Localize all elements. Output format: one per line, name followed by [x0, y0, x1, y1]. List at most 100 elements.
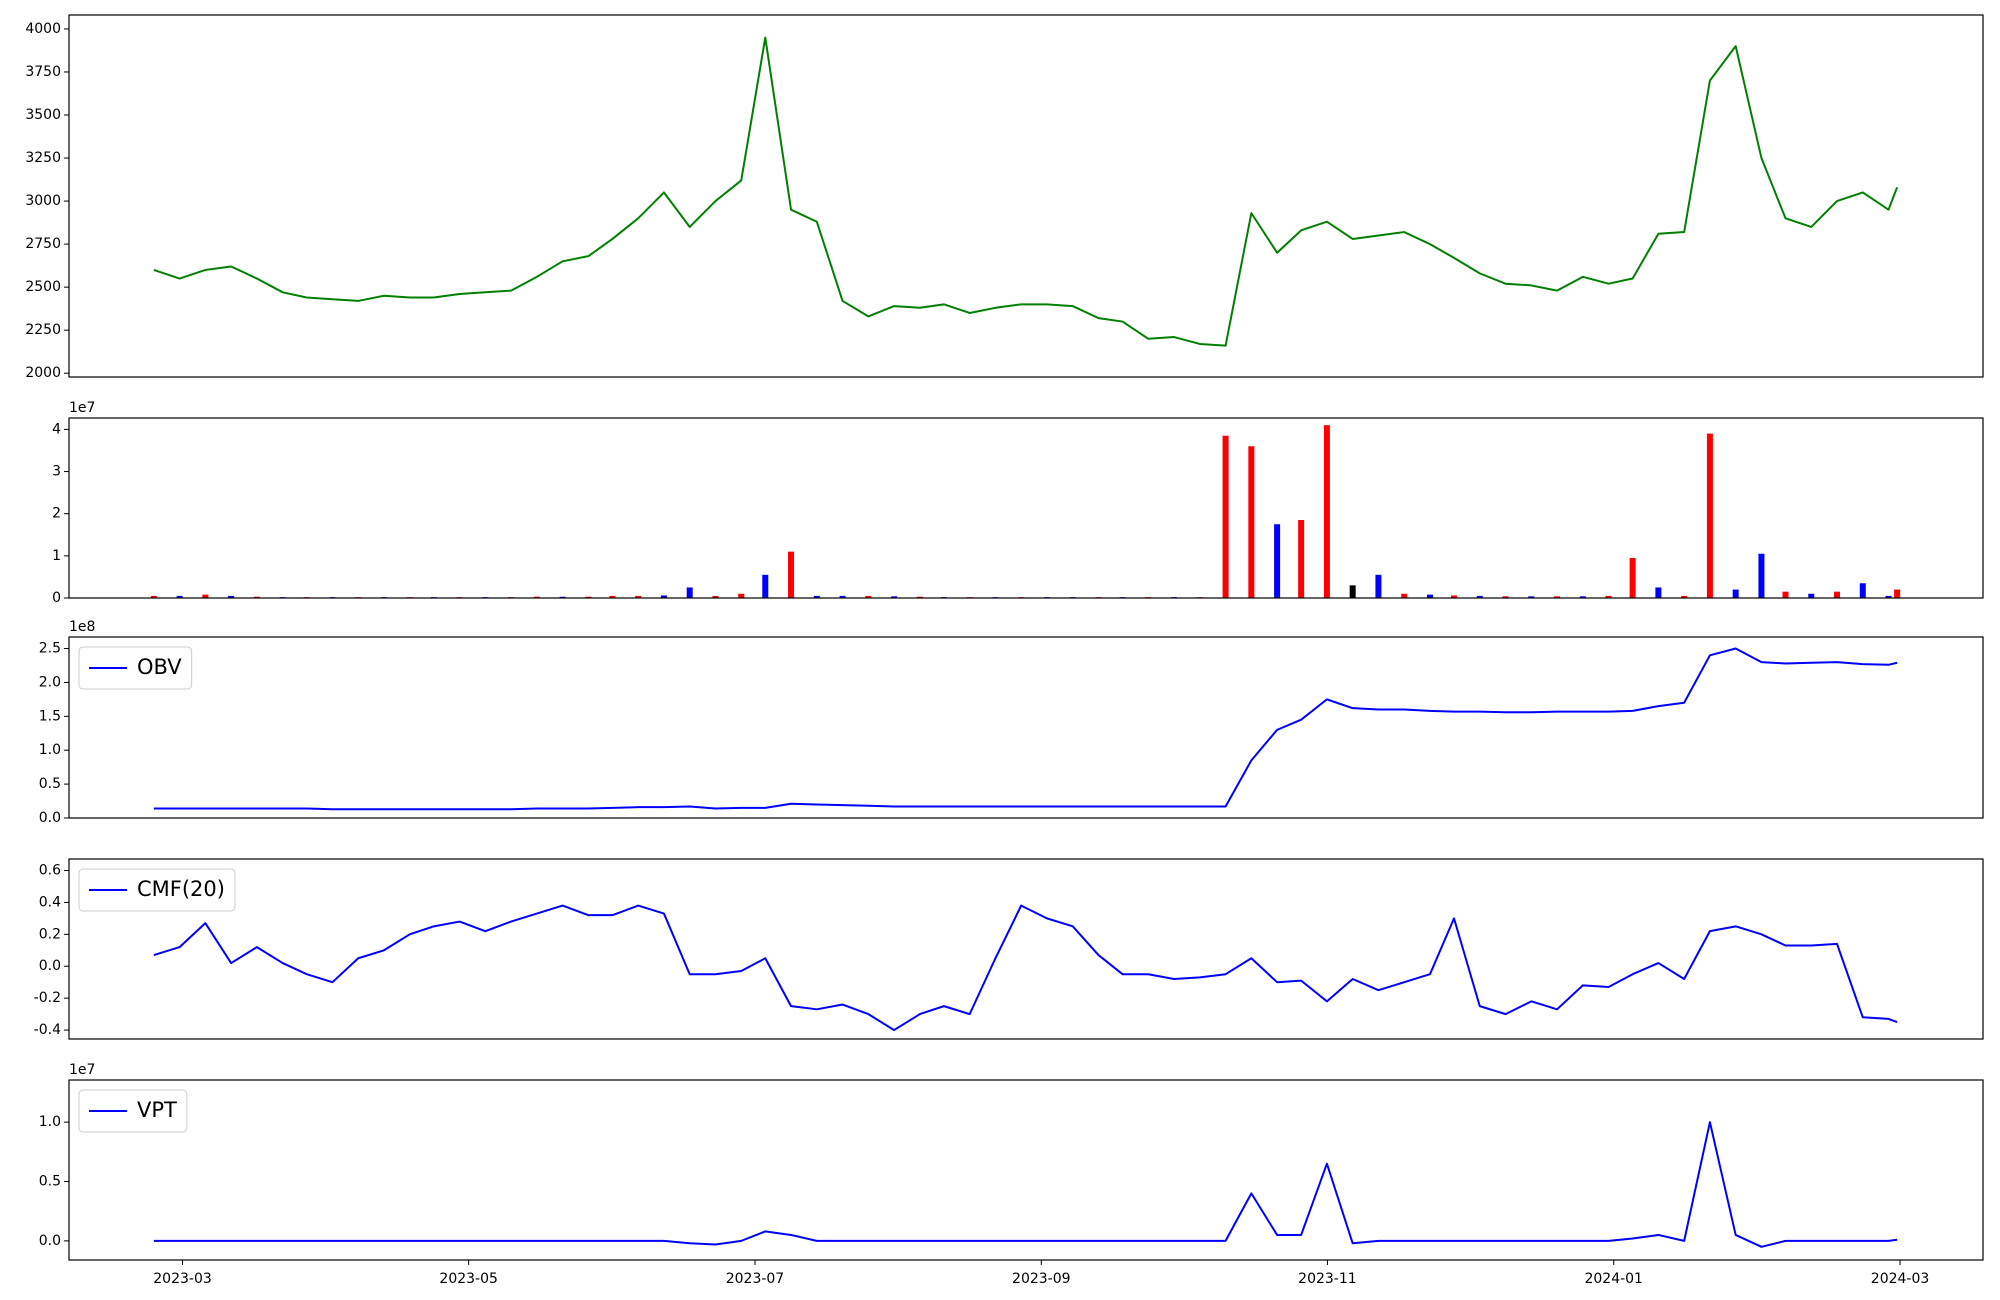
bar	[1706, 433, 1713, 598]
y-tick-label: 2	[52, 506, 61, 522]
series-line	[153, 36, 1899, 347]
series-line	[153, 904, 1898, 1032]
bar	[1782, 591, 1789, 598]
bar	[202, 594, 209, 598]
x-tick-label: 2023-07	[726, 1271, 785, 1287]
bar	[788, 551, 795, 598]
bar	[1732, 589, 1739, 598]
y-tick-label: -0.4	[34, 1022, 61, 1038]
legend-label: OBV	[137, 655, 182, 679]
bar	[865, 595, 872, 598]
legend: CMF(20)	[78, 868, 236, 912]
y-tick-label: 0.6	[39, 862, 61, 878]
y-tick-label: 2.5	[39, 641, 61, 657]
offset-label: 1e7	[69, 1062, 95, 1078]
bar	[891, 596, 898, 598]
bar	[1451, 595, 1458, 598]
bar	[1222, 435, 1229, 598]
series-line	[153, 647, 1898, 811]
bar	[1885, 595, 1892, 598]
y-tick-label: 0.0	[39, 810, 61, 826]
panel: 2000 2250 2500 2750 3000 3250 3500 3750 4000	[25, 14, 1984, 381]
x-tick-label: 2023-09	[1012, 1271, 1071, 1287]
panel: 0.0 0.5 1.0 1.5 2.0 2.5 1e8 OBV	[39, 619, 1984, 826]
bar	[916, 596, 923, 598]
y-tick-label: 3500	[25, 107, 61, 123]
y-tick-label: 4000	[25, 21, 61, 37]
bar	[150, 595, 157, 598]
bar	[813, 595, 820, 598]
bar	[1554, 596, 1561, 598]
bar	[1349, 585, 1356, 598]
bar	[1681, 595, 1688, 598]
y-tick-label: 0.4	[39, 894, 61, 910]
bar	[559, 596, 566, 598]
panel: 0.0 0.5 1.0 1e7 VPT 2023-03 2023-05 2023-07 2023…	[39, 1062, 1984, 1287]
bar	[762, 574, 769, 598]
bar	[738, 593, 745, 598]
y-tick-label: 0	[52, 590, 61, 606]
legend-label: VPT	[137, 1098, 177, 1122]
axes-frame	[68, 858, 1984, 1040]
series-line	[153, 1121, 1898, 1248]
legend-box	[78, 868, 236, 912]
bar	[1248, 446, 1255, 598]
bar	[1894, 589, 1901, 598]
y-tick-label: 2000	[25, 365, 61, 381]
legend: OBV	[78, 646, 193, 690]
y-tick-label: 0.5	[39, 1174, 61, 1190]
bar	[1426, 594, 1433, 598]
bar	[1528, 596, 1535, 598]
bar	[609, 595, 616, 598]
y-tick-label: 3750	[25, 64, 61, 80]
y-tick-label: 3250	[25, 150, 61, 166]
bar	[686, 587, 693, 598]
y-tick-label: 2250	[25, 322, 61, 338]
bar	[1476, 595, 1483, 598]
legend: VPT	[78, 1089, 188, 1133]
bar	[1323, 425, 1330, 598]
bar	[1274, 524, 1281, 598]
bar	[228, 595, 235, 598]
offset-label: 1e8	[69, 619, 95, 635]
y-tick-label: 0.0	[39, 1233, 61, 1249]
x-tick-label: 2024-03	[1871, 1271, 1930, 1287]
y-tick-label: 1.5	[39, 708, 61, 724]
bar	[1605, 595, 1612, 598]
axes-frame	[68, 1079, 1984, 1261]
x-tick-label: 2023-03	[153, 1271, 212, 1287]
x-tick-label: 2023-11	[1298, 1271, 1357, 1287]
y-tick-label: 1.0	[39, 742, 61, 758]
y-tick-label: 4	[52, 421, 61, 437]
legend-box	[78, 646, 193, 690]
y-tick-label: 2500	[25, 279, 61, 295]
y-tick-label: 0.2	[39, 926, 61, 942]
bar	[1502, 596, 1509, 598]
bar	[1298, 520, 1305, 598]
bar	[839, 595, 846, 598]
x-tick-label: 2024-01	[1584, 1271, 1643, 1287]
axes-frame	[68, 417, 1984, 599]
bar	[585, 596, 592, 598]
y-tick-label: 2.0	[39, 674, 61, 690]
bar	[712, 595, 719, 598]
panel: 0 1 2 3 4 1e7	[52, 400, 1984, 606]
bar	[176, 595, 183, 598]
bar	[1859, 583, 1866, 598]
bar	[1629, 557, 1636, 598]
axes-frame	[68, 14, 1984, 378]
panel: -0.4 -0.2 0.0 0.2 0.4 0.6 CMF(20)	[34, 858, 1984, 1040]
bar	[660, 595, 667, 598]
x-tick-label: 2023-05	[439, 1271, 498, 1287]
y-tick-label: 3	[52, 464, 61, 480]
y-tick-label: 2750	[25, 236, 61, 252]
bar	[1758, 553, 1765, 598]
y-tick-label: 0.5	[39, 776, 61, 792]
bar	[253, 596, 260, 598]
bar	[1834, 591, 1841, 598]
bar	[533, 596, 540, 598]
bar	[1579, 596, 1586, 598]
bar	[1401, 593, 1408, 598]
